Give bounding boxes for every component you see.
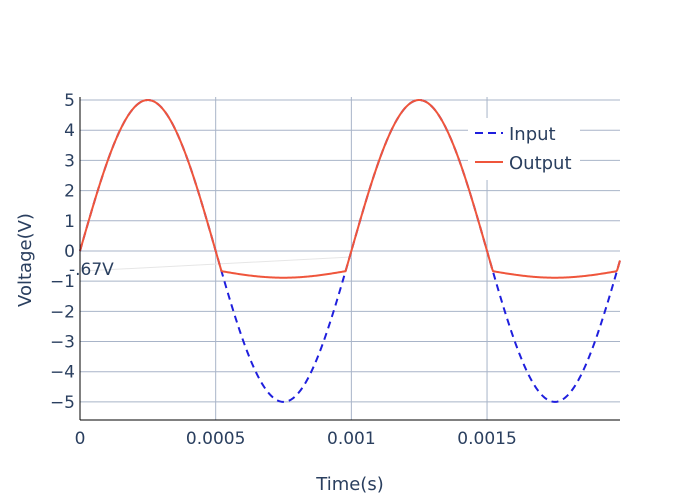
y-tick-label: 4	[64, 121, 75, 141]
output-series-line	[79, 99, 621, 279]
y-tick-label: 1	[64, 212, 75, 232]
y-tick-label: −3	[50, 333, 75, 353]
legend: Input Output	[468, 118, 580, 180]
legend-output-label: Output	[509, 153, 572, 174]
x-axis-title: Time(s)	[315, 474, 383, 495]
grid-lines	[80, 97, 620, 420]
legend-input-label: Input	[509, 124, 556, 145]
plot-area	[79, 99, 621, 403]
y-tick-label: 5	[64, 91, 75, 111]
x-tick-label: 0.0015	[457, 429, 516, 449]
y-tick-label: −2	[50, 302, 75, 322]
y-tick-label: −1	[50, 272, 75, 292]
x-tick-label: 0	[75, 429, 86, 449]
legend-background	[468, 118, 580, 180]
y-tick-label: 3	[64, 151, 75, 171]
y-tick-label: 2	[64, 182, 75, 202]
y-axis-title: Voltage(V)	[15, 213, 36, 307]
y-tick-label: 0	[64, 242, 75, 262]
y-tick-label: −5	[50, 393, 75, 413]
clip-annotation: -.67V	[69, 260, 114, 280]
x-tick-label: 0.0005	[186, 429, 245, 449]
annotation-line	[79, 256, 352, 272]
y-tick-label: −4	[50, 363, 75, 383]
x-tick-label: 0.001	[327, 429, 376, 449]
